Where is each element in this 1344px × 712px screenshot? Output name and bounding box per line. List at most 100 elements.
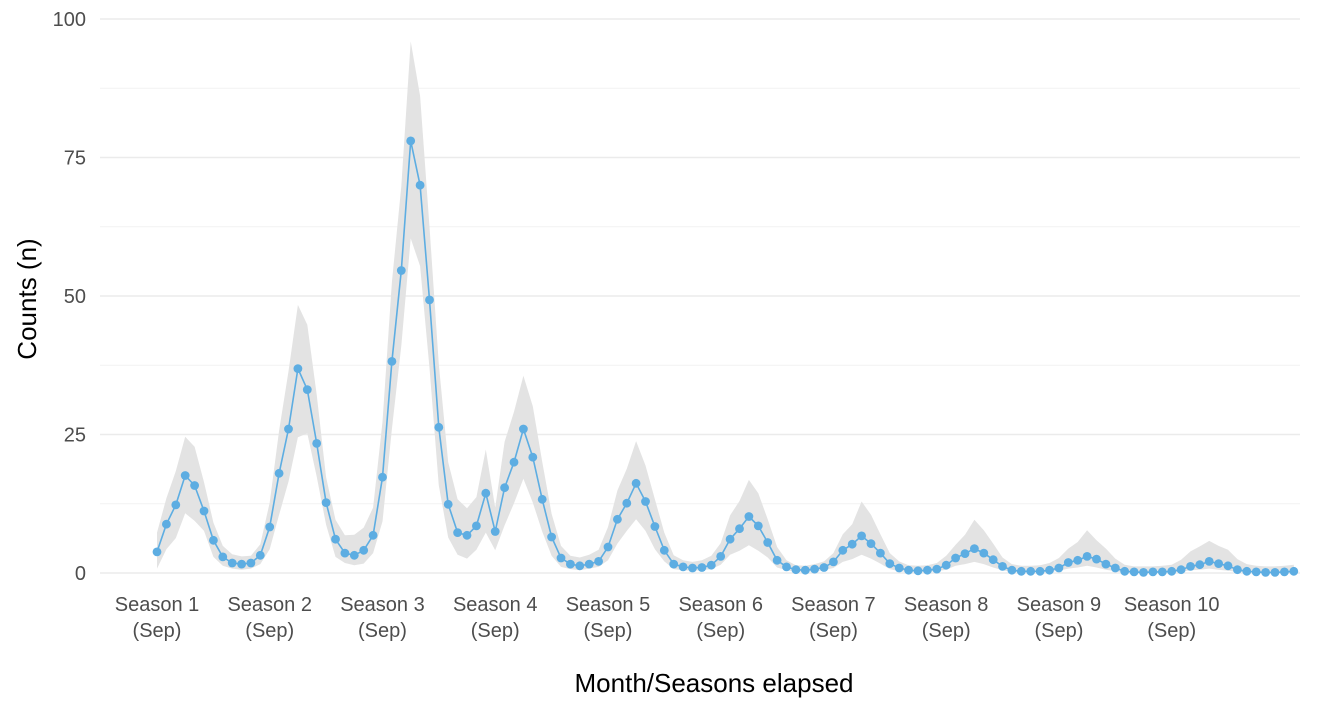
data-point <box>1148 567 1158 577</box>
data-point <box>368 530 378 540</box>
data-point <box>1016 566 1026 576</box>
data-point <box>885 559 895 568</box>
data-point <box>800 565 810 575</box>
data-point <box>274 468 284 478</box>
x-tick-label: Season 1 (Sep) <box>115 594 200 642</box>
y-tick-label: 75 <box>64 148 86 170</box>
x-tick-label: Season 8 (Sep) <box>904 594 989 642</box>
data-point <box>810 564 819 574</box>
data-point <box>537 494 547 504</box>
series-line <box>156 140 1294 574</box>
data-point <box>331 534 340 544</box>
data-point <box>753 521 763 531</box>
data-point <box>622 498 632 508</box>
x-tick-label-line2: (Sep) <box>471 620 520 642</box>
data-point <box>594 557 603 566</box>
data-point <box>829 557 838 567</box>
data-point <box>1176 565 1186 575</box>
data-point <box>171 500 181 510</box>
data-point <box>1129 567 1139 577</box>
data-point <box>1073 555 1083 565</box>
data-point <box>1195 560 1205 570</box>
data-point <box>706 560 716 570</box>
data-point <box>782 562 791 572</box>
data-point <box>1223 561 1233 571</box>
data-point <box>1261 568 1270 577</box>
data-point <box>1289 566 1299 576</box>
data-point <box>857 531 866 541</box>
data-point <box>180 471 190 480</box>
data-point <box>1251 567 1261 577</box>
y-tick-label: 50 <box>64 286 86 308</box>
x-tick-label-line2: (Sep) <box>922 620 971 642</box>
count-series-line <box>156 140 1294 574</box>
data-point <box>575 561 585 571</box>
data-point <box>453 528 462 537</box>
data-point <box>744 512 754 521</box>
data-point <box>152 547 162 557</box>
data-point <box>791 565 801 575</box>
data-point <box>763 538 773 547</box>
data-point <box>979 548 989 558</box>
data-point <box>1186 562 1195 571</box>
data-point <box>302 385 312 394</box>
data-point <box>697 563 707 572</box>
x-tick-label-line1: Season 9 <box>1017 594 1102 616</box>
data-point <box>406 136 416 146</box>
confidence-band <box>157 41 1294 573</box>
data-point <box>321 498 331 507</box>
x-tick-label-line2: (Sep) <box>133 620 182 642</box>
y-tick-label: 25 <box>64 425 86 447</box>
x-tick-label: Season 9 (Sep) <box>1017 594 1102 642</box>
data-point <box>659 545 669 555</box>
data-point <box>293 364 303 373</box>
count-series-points <box>152 136 1299 577</box>
data-point <box>190 481 200 490</box>
data-point <box>866 539 876 548</box>
data-point <box>904 565 913 575</box>
x-tick-label-line1: Season 10 <box>1124 594 1220 616</box>
data-point <box>218 552 228 562</box>
data-point <box>519 424 528 434</box>
data-point <box>1063 558 1073 567</box>
data-point <box>162 519 171 529</box>
data-point <box>678 562 688 572</box>
data-point <box>255 550 265 560</box>
data-point <box>847 539 857 549</box>
data-point <box>1101 559 1111 569</box>
x-tick-label-line1: Season 7 <box>791 594 876 616</box>
data-point <box>246 558 256 568</box>
x-tick-label: Season 10 (Sep) <box>1124 594 1220 642</box>
x-tick-label-line2: (Sep) <box>584 620 633 642</box>
data-point <box>1167 566 1177 576</box>
data-point <box>1204 557 1214 566</box>
data-point <box>1120 566 1130 576</box>
data-point <box>1026 566 1036 576</box>
data-point <box>434 422 444 432</box>
data-point <box>819 563 829 572</box>
data-point <box>443 499 453 509</box>
confidence-ribbon <box>157 41 1294 573</box>
x-axis-title: Month/Seasons elapsed <box>575 668 854 698</box>
data-point <box>1139 568 1148 577</box>
data-point <box>603 542 613 552</box>
data-point <box>566 559 575 569</box>
x-tick-label: Season 6 (Sep) <box>678 594 763 642</box>
data-point <box>556 553 566 563</box>
data-point <box>481 488 491 498</box>
data-point <box>669 559 679 569</box>
data-point <box>631 478 641 488</box>
x-tick-label: Season 4 (Sep) <box>453 594 538 642</box>
data-point <box>1233 565 1242 575</box>
data-point <box>209 535 218 545</box>
data-point <box>688 563 697 573</box>
data-point <box>237 559 247 569</box>
x-tick-label-line1: Season 3 <box>340 594 425 616</box>
data-point <box>227 558 237 568</box>
data-point <box>1157 567 1167 577</box>
y-axis-ticks: 0 25 50 75 100 <box>53 9 86 585</box>
x-tick-label-line1: Season 8 <box>904 594 989 616</box>
data-point <box>923 565 932 575</box>
data-point <box>415 180 425 190</box>
